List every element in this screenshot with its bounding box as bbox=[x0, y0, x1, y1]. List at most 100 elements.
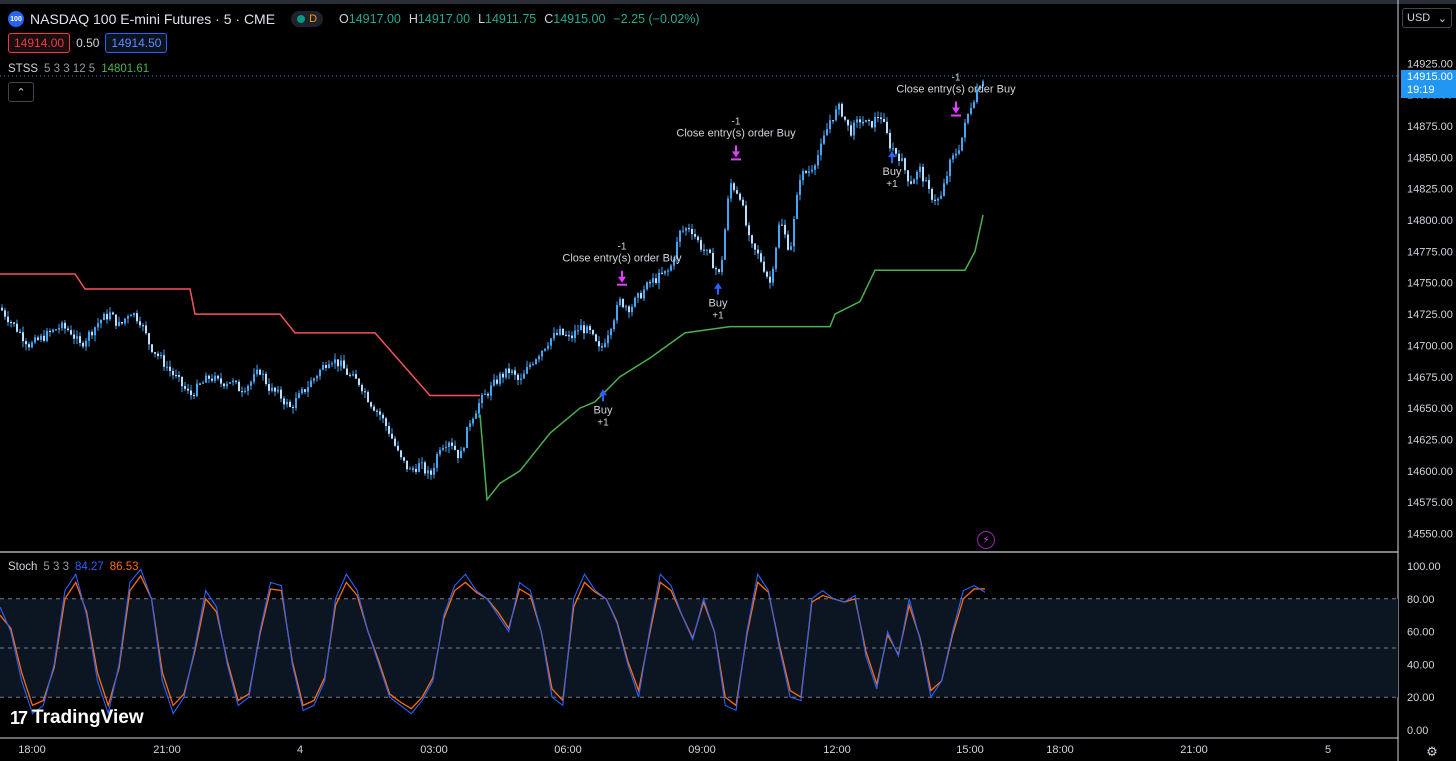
candle-body bbox=[181, 376, 183, 387]
candle-body bbox=[871, 121, 873, 128]
candle-body bbox=[577, 330, 579, 332]
candle-body bbox=[40, 335, 42, 340]
candle-body bbox=[727, 198, 729, 230]
candle-body bbox=[844, 116, 846, 120]
candle-body bbox=[385, 418, 387, 427]
candle-body bbox=[682, 230, 684, 232]
candle-body bbox=[484, 393, 486, 395]
candle-body bbox=[676, 241, 678, 259]
collapse-legend-button[interactable]: ⌃ bbox=[8, 82, 34, 102]
candle-body bbox=[172, 370, 174, 376]
price-tick-label: 14800.00 bbox=[1407, 215, 1453, 227]
candle-body bbox=[103, 313, 105, 321]
candle-body bbox=[202, 382, 204, 384]
candle-body bbox=[109, 312, 111, 320]
currency-label: USD bbox=[1407, 12, 1431, 24]
candle-body bbox=[661, 272, 663, 274]
sell-price-button[interactable]: 14914.00 bbox=[8, 33, 71, 53]
candle-body bbox=[769, 276, 771, 283]
candle-body bbox=[790, 246, 792, 250]
candle-body bbox=[247, 385, 249, 391]
lightning-icon[interactable]: ⚡ bbox=[977, 531, 995, 549]
candle-body bbox=[37, 337, 39, 340]
candle-body bbox=[877, 117, 879, 119]
candle-body bbox=[439, 449, 441, 455]
currency-select[interactable]: USD ⌄ bbox=[1402, 8, 1452, 28]
candle-body bbox=[70, 330, 72, 335]
candle-body bbox=[718, 269, 720, 273]
candle-body bbox=[25, 341, 27, 345]
candle-body bbox=[316, 376, 318, 379]
candle-body bbox=[406, 460, 408, 470]
candle-body bbox=[49, 330, 51, 332]
candle-body bbox=[796, 194, 798, 219]
candle-body bbox=[13, 322, 15, 324]
candle-body bbox=[709, 249, 711, 253]
candle-body bbox=[499, 373, 501, 384]
candle-body bbox=[724, 229, 726, 260]
candle-body bbox=[826, 129, 828, 136]
candle-body bbox=[340, 360, 342, 367]
buy-price-button[interactable]: 14914.50 bbox=[105, 33, 168, 53]
candle-body bbox=[235, 380, 237, 382]
candle-body bbox=[334, 359, 336, 364]
candle-body bbox=[643, 289, 645, 299]
stoch-legend[interactable]: Stoch 5 3 3 84.27 86.53 bbox=[8, 561, 139, 573]
market-status-pill[interactable]: D bbox=[291, 11, 324, 27]
candle-body bbox=[904, 158, 906, 171]
candle-body bbox=[469, 423, 471, 427]
candle-body bbox=[319, 369, 321, 377]
candle-body bbox=[43, 335, 45, 341]
candle-body bbox=[283, 398, 285, 405]
candle-body bbox=[700, 240, 702, 250]
candle-body bbox=[286, 401, 288, 405]
symbol-title[interactable]: NASDAQ 100 E-mini Futures · 5 · CME bbox=[30, 11, 276, 27]
candle-body bbox=[595, 334, 597, 342]
stoch-params: 5 3 3 bbox=[43, 561, 69, 573]
candle-body bbox=[814, 165, 816, 170]
time-tick-label: 5 bbox=[1325, 744, 1331, 756]
candle-body bbox=[751, 235, 753, 244]
close-arrow-icon bbox=[952, 101, 960, 114]
candle-body bbox=[478, 403, 480, 414]
candle-body bbox=[973, 102, 975, 108]
candle-body bbox=[253, 374, 255, 382]
candle-body bbox=[934, 199, 936, 201]
candle-body bbox=[820, 143, 822, 156]
candle-body bbox=[193, 395, 195, 397]
candle-body bbox=[310, 380, 312, 388]
candle-body bbox=[667, 270, 669, 272]
candle-body bbox=[265, 373, 267, 385]
candle-body bbox=[163, 355, 165, 367]
tradingview-mark-icon: 17 bbox=[10, 707, 28, 728]
candle-body bbox=[589, 326, 591, 331]
candle-body bbox=[940, 195, 942, 199]
time-tick-label: 18:00 bbox=[18, 744, 46, 756]
candle-body bbox=[688, 228, 690, 230]
candle-body bbox=[232, 380, 234, 383]
stss-name: STSS bbox=[8, 63, 39, 75]
candle-body bbox=[658, 272, 660, 284]
candle-body bbox=[46, 330, 48, 341]
candle-body bbox=[943, 183, 945, 196]
candle-body bbox=[592, 330, 594, 335]
candle-body bbox=[739, 193, 741, 200]
candle-body bbox=[175, 375, 177, 377]
gear-icon[interactable]: ⚙ bbox=[1426, 744, 1438, 759]
candle-body bbox=[574, 330, 576, 339]
stss-legend[interactable]: STSS 5 3 3 12 5 14801.61 bbox=[8, 63, 149, 75]
candle-body bbox=[85, 340, 87, 347]
candle-body bbox=[259, 369, 261, 375]
candle-body bbox=[433, 467, 435, 475]
candle-body bbox=[403, 457, 405, 461]
candle-body bbox=[598, 341, 600, 347]
candle-body bbox=[808, 171, 810, 173]
candle-body bbox=[139, 321, 141, 326]
candle-body bbox=[394, 438, 396, 446]
candle-body bbox=[754, 243, 756, 250]
candle-body bbox=[22, 332, 24, 342]
candle-body bbox=[16, 323, 18, 332]
candle-body bbox=[289, 401, 291, 407]
candle-body bbox=[445, 446, 447, 448]
